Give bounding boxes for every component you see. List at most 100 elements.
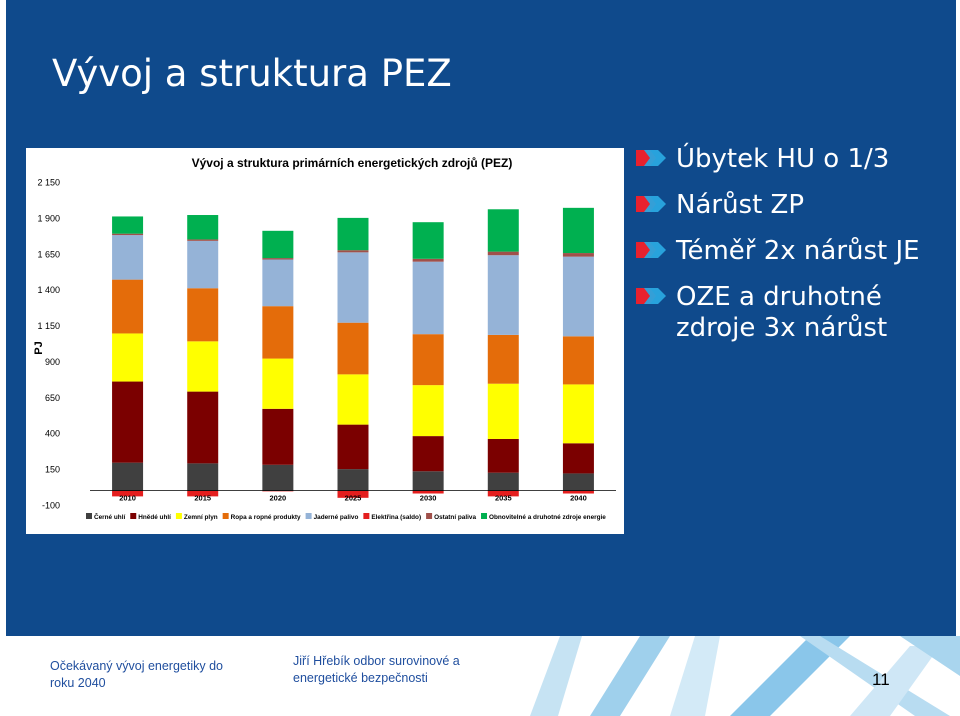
bar-segment <box>487 251 519 256</box>
bar-segment <box>487 209 519 252</box>
bar-segment <box>337 374 369 425</box>
bar-segment <box>337 252 369 323</box>
legend-label: Elektřina (saldo) <box>371 514 421 521</box>
legend-label: Zemní plyn <box>184 514 218 521</box>
bullet-item: Téměř 2x nárůst JE <box>636 236 936 267</box>
arrow-bullet-icon <box>636 150 666 166</box>
legend-label: Černé uhlí <box>94 512 125 521</box>
y-tick-label: 650 <box>45 393 60 403</box>
bar-segment <box>112 333 144 382</box>
x-tick-label: 2035 <box>495 494 512 503</box>
legend-swatch <box>481 513 488 519</box>
bar-segment <box>262 230 294 259</box>
bar-segment <box>487 383 519 439</box>
y-tick-label: 1 650 <box>37 249 60 259</box>
arrow-bullet-icon <box>636 196 666 212</box>
bar-segment <box>262 464 294 491</box>
bar-segment <box>487 438 519 473</box>
bar-segment <box>112 235 144 280</box>
bullet-item: OZE a druhotné zdroje 3x nárůst <box>636 282 936 344</box>
decorative-rays-graphic <box>530 636 960 716</box>
bar-segment <box>412 258 444 262</box>
page-number: 11 <box>872 670 890 689</box>
bar-segment <box>487 255 519 335</box>
y-tick-label: 900 <box>45 357 60 367</box>
bar-segment <box>187 490 219 497</box>
bar-segment <box>187 391 219 464</box>
chart-panel: Vývoj a struktura primárních energetický… <box>26 148 624 534</box>
bullet-text: Úbytek HU o 1/3 <box>676 144 890 174</box>
bar-segment <box>112 381 144 463</box>
legend-swatch <box>363 513 370 519</box>
y-tick-label: 150 <box>45 465 60 475</box>
bullet-item: Úbytek HU o 1/3 <box>636 144 936 175</box>
footer-author: Jiří Hřebík odbor surovinové a energetic… <box>293 654 460 685</box>
bar-segment <box>487 490 519 497</box>
legend-label: Hnědé uhlí <box>138 514 171 521</box>
bar-segment <box>187 215 219 240</box>
bar-segment <box>112 233 144 236</box>
bar-segment <box>337 490 369 498</box>
y-tick-label: 400 <box>45 429 60 439</box>
bar-segment <box>337 217 369 251</box>
arrow-bullet-icon <box>636 242 666 258</box>
pez-stacked-bar-chart: Vývoj a struktura primárních energetický… <box>33 156 616 521</box>
bar-segment <box>337 469 369 491</box>
bar-segment <box>337 250 369 253</box>
bar-segment <box>262 358 294 409</box>
x-tick-label: 2040 <box>570 494 587 503</box>
y-tick-label: 1 900 <box>37 213 60 223</box>
x-tick-label: 2030 <box>420 494 437 503</box>
footer: Očekávaný vývoj energetiky do roku 2040 … <box>0 636 960 716</box>
bullet-item: Nárůst ZP <box>636 190 936 221</box>
bar-segment <box>562 207 594 254</box>
legend-label: Obnovitelné a druhotné zdroje energie <box>489 514 606 521</box>
bar-segment <box>187 239 219 241</box>
bar-segment <box>562 490 594 494</box>
chart-title: Vývoj a struktura primárních energetický… <box>192 156 513 170</box>
bar-segment <box>112 279 144 334</box>
bar-segment <box>412 471 444 491</box>
bar-segment <box>487 334 519 384</box>
y-tick-label: 1 150 <box>37 321 60 331</box>
bar-segment <box>262 306 294 359</box>
slide-title: Vývoj a struktura PEZ <box>52 52 452 95</box>
bar-segment <box>562 253 594 257</box>
arrow-bullet-icon <box>636 288 666 304</box>
legend-swatch <box>305 513 312 519</box>
x-tick-label: 2015 <box>194 494 211 503</box>
y-tick-label: -100 <box>42 501 60 511</box>
y-tick-label: 1 400 <box>37 285 60 295</box>
legend-label: Jaderné palivo <box>314 514 359 521</box>
footer-presentation-title: Očekávaný vývoj energetiky do roku 2040 <box>50 659 224 690</box>
bar-segment <box>262 259 294 307</box>
bar-segment <box>187 240 219 289</box>
x-tick-label: 2025 <box>345 494 362 503</box>
bar-segment <box>187 463 219 491</box>
bar-segment <box>112 216 144 234</box>
bar-segment <box>337 424 369 470</box>
y-tick-label: 2 150 <box>37 178 60 188</box>
bar-segment <box>112 462 144 491</box>
bar-segment <box>412 334 444 386</box>
legend-swatch <box>175 513 182 519</box>
bar-segment <box>112 490 144 497</box>
bar-segment <box>187 288 219 342</box>
legend-swatch <box>130 513 137 519</box>
legend-swatch <box>222 513 229 519</box>
bar-segment <box>412 490 444 494</box>
bullet-text: Téměř 2x nárůst JE <box>676 236 920 266</box>
bar-segment <box>562 473 594 491</box>
bar-segment <box>412 436 444 472</box>
bullet-list: Úbytek HU o 1/3 Nárůst ZP Téměř 2x nárůs… <box>636 144 936 359</box>
legend-label: Ropa a ropné produkty <box>231 514 301 521</box>
y-axis-label: PJ <box>33 341 45 354</box>
legend-swatch <box>86 513 92 519</box>
bar-segment <box>412 385 444 437</box>
bar-segment <box>562 443 594 474</box>
bar-segment <box>262 408 294 465</box>
bar-segment <box>562 336 594 385</box>
bar-segment <box>562 384 594 444</box>
bar-segment <box>187 341 219 392</box>
